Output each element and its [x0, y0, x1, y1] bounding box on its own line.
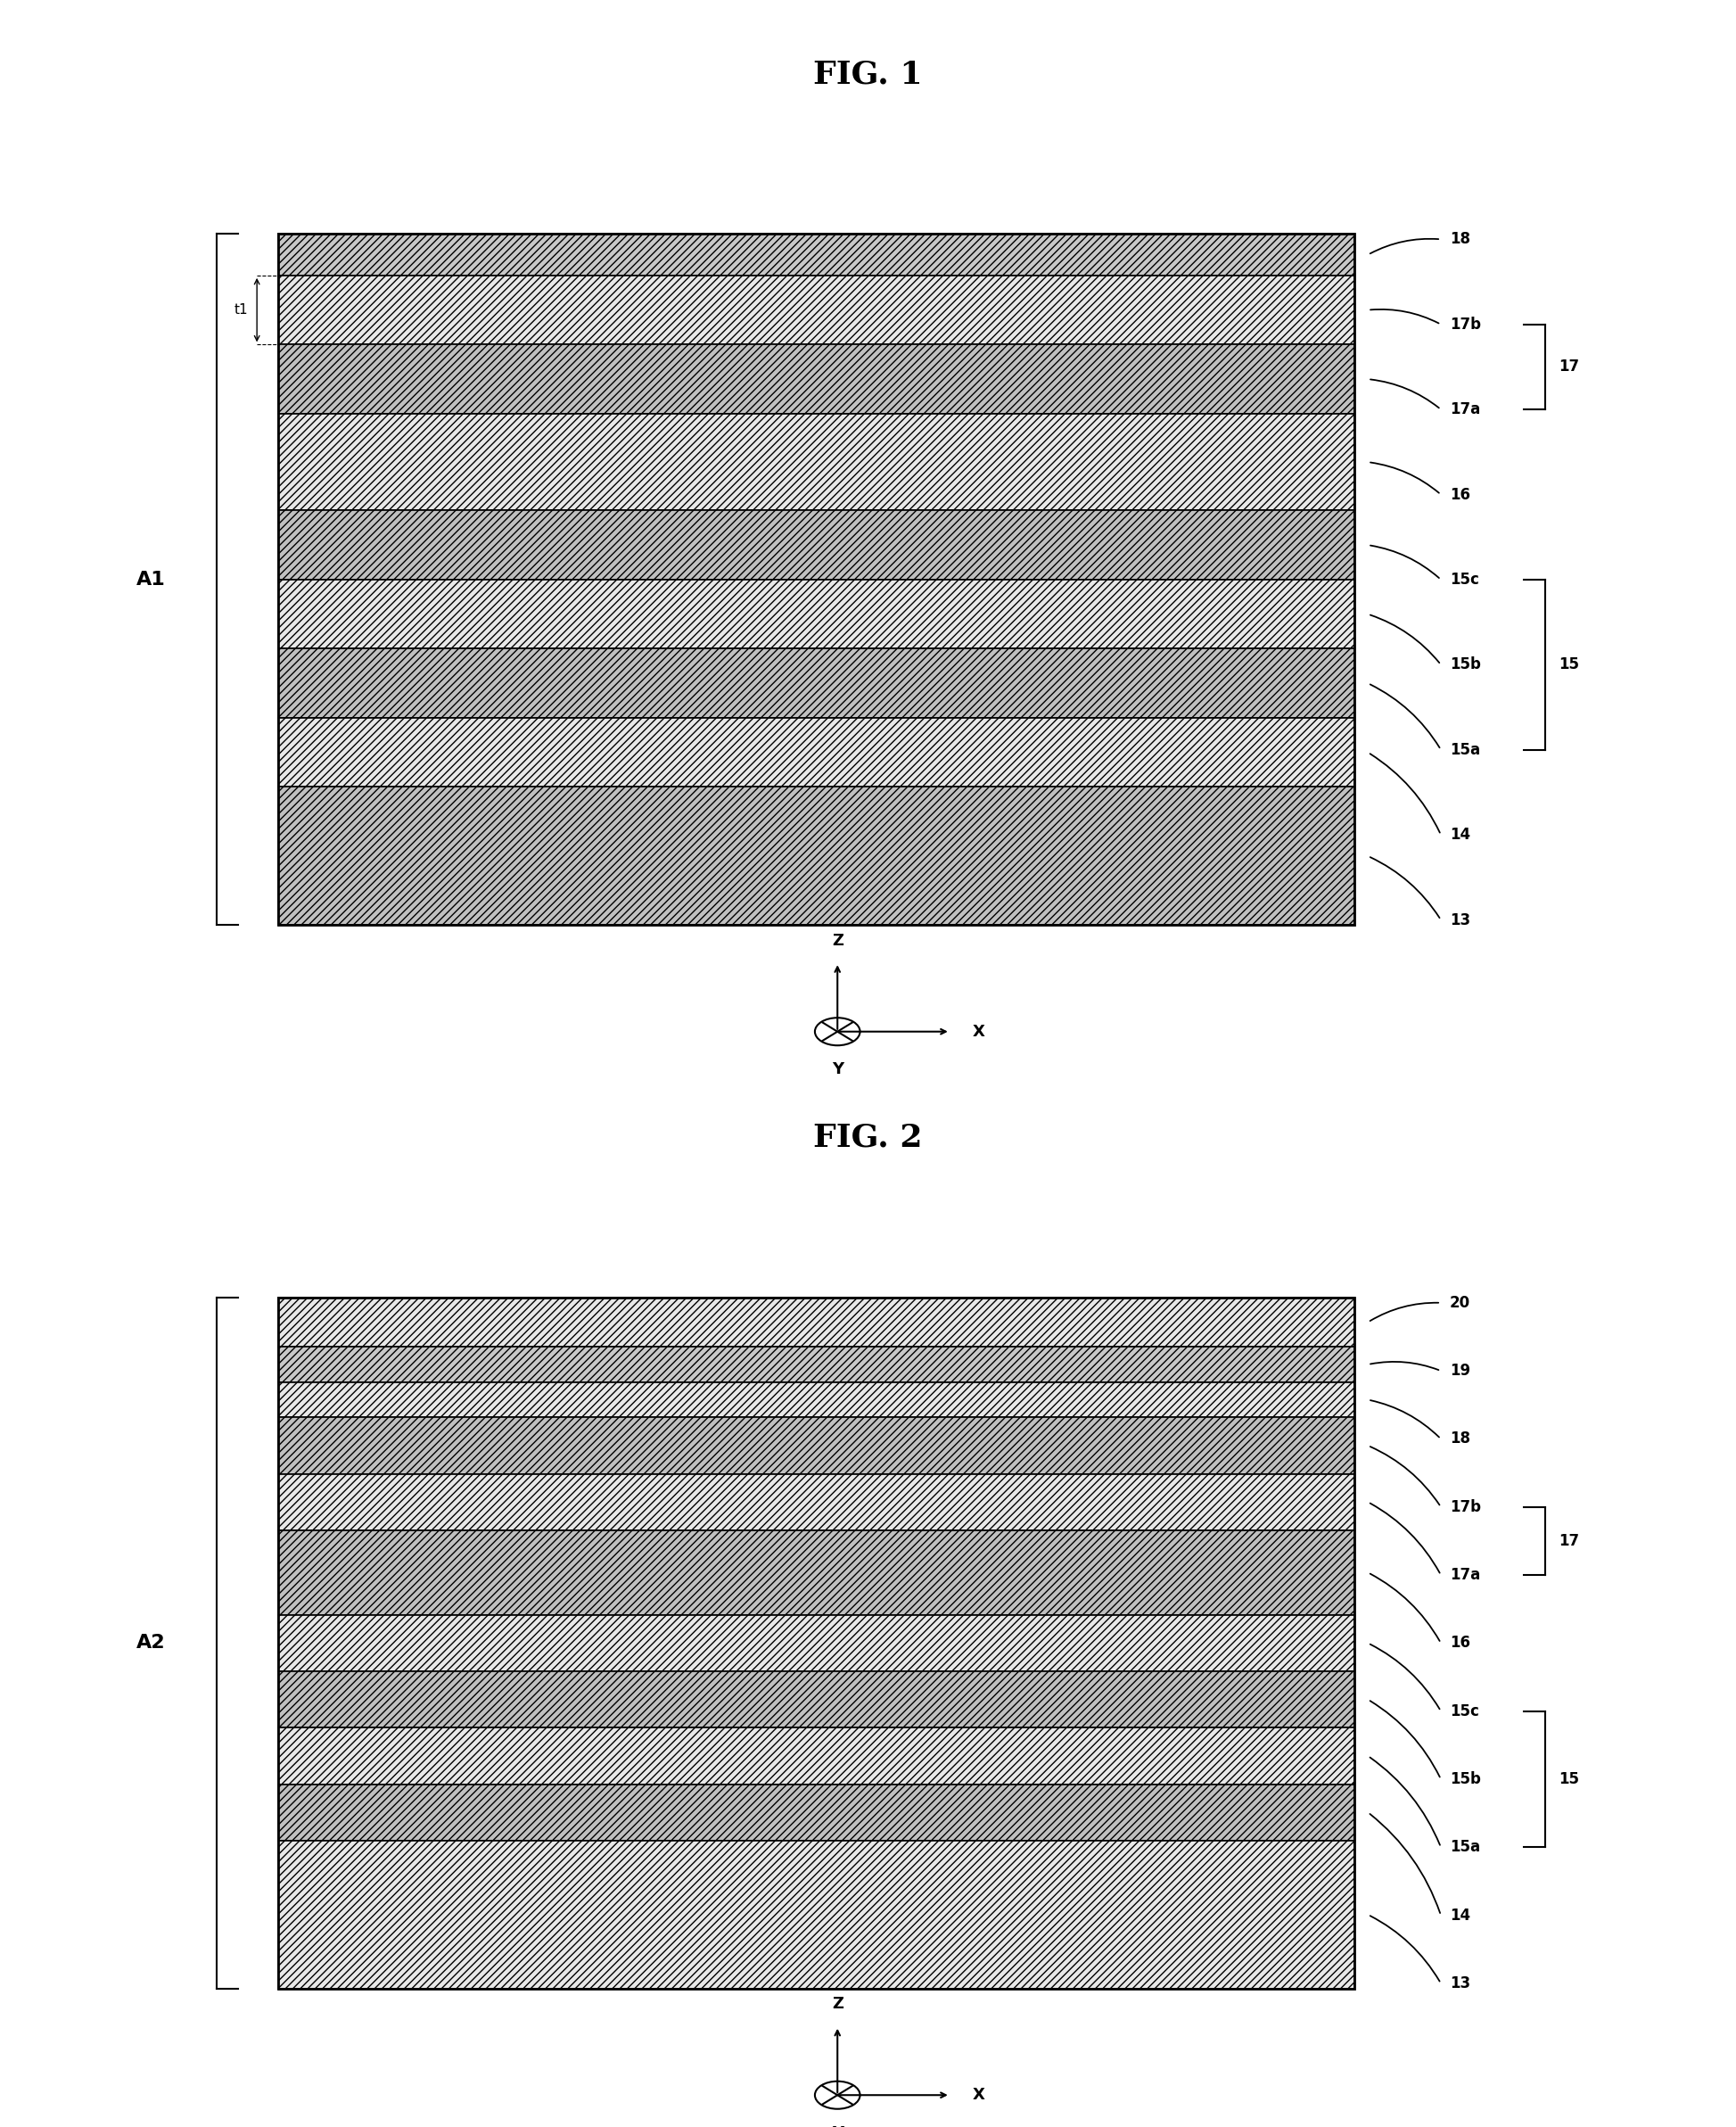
Bar	[278, 649, 1354, 719]
Bar	[278, 1474, 1354, 1529]
Text: 16: 16	[1450, 1636, 1470, 1651]
Text: 15c: 15c	[1450, 572, 1479, 587]
Bar	[278, 415, 1354, 510]
Bar	[278, 234, 1354, 925]
Bar	[278, 1785, 1354, 1840]
Text: 17b: 17b	[1450, 317, 1481, 332]
Text: 15a: 15a	[1450, 742, 1481, 757]
Bar	[278, 1672, 1354, 1727]
Text: FIG. 2: FIG. 2	[814, 1123, 922, 1153]
Bar	[278, 719, 1354, 787]
Bar	[278, 510, 1354, 581]
Text: Y: Y	[832, 2125, 844, 2127]
Bar	[278, 1346, 1354, 1383]
Text: Z: Z	[832, 932, 844, 949]
Bar	[278, 579, 1354, 649]
Text: A2: A2	[137, 1634, 165, 1653]
Bar	[278, 1614, 1354, 1672]
Text: X: X	[972, 1023, 986, 1040]
Bar	[278, 1297, 1354, 1989]
Text: FIG. 1: FIG. 1	[814, 60, 922, 89]
Text: 15c: 15c	[1450, 1704, 1479, 1719]
Text: A1: A1	[137, 570, 165, 589]
Bar	[278, 1383, 1354, 1417]
Text: 17b: 17b	[1450, 1500, 1481, 1514]
Text: Z: Z	[832, 1995, 844, 2012]
Bar	[278, 1840, 1354, 1989]
Bar	[278, 1417, 1354, 1474]
Text: 15b: 15b	[1450, 1772, 1481, 1787]
Text: 18: 18	[1450, 1431, 1470, 1446]
Text: 20: 20	[1450, 1295, 1470, 1310]
Text: 18: 18	[1450, 232, 1470, 247]
Text: 17: 17	[1559, 1534, 1580, 1548]
Text: X: X	[972, 2087, 986, 2104]
Bar	[278, 234, 1354, 277]
Text: 15: 15	[1559, 1772, 1580, 1787]
Text: Y: Y	[832, 1061, 844, 1078]
Bar	[278, 277, 1354, 345]
Bar	[278, 1727, 1354, 1785]
Text: 16: 16	[1450, 487, 1470, 502]
Text: 17a: 17a	[1450, 402, 1481, 417]
Bar	[278, 787, 1354, 925]
Text: 19: 19	[1450, 1363, 1470, 1378]
Text: 17a: 17a	[1450, 1568, 1481, 1582]
Text: 14: 14	[1450, 827, 1470, 842]
Bar	[278, 1529, 1354, 1614]
Text: 13: 13	[1450, 912, 1470, 927]
Text: 15a: 15a	[1450, 1840, 1481, 1855]
Text: 14: 14	[1450, 1908, 1470, 1923]
Bar	[278, 345, 1354, 415]
Text: 15b: 15b	[1450, 657, 1481, 672]
Text: t1: t1	[234, 304, 248, 317]
Text: 15: 15	[1559, 657, 1580, 672]
Bar	[278, 1297, 1354, 1346]
Text: 13: 13	[1450, 1976, 1470, 1991]
Text: 17: 17	[1559, 359, 1580, 374]
